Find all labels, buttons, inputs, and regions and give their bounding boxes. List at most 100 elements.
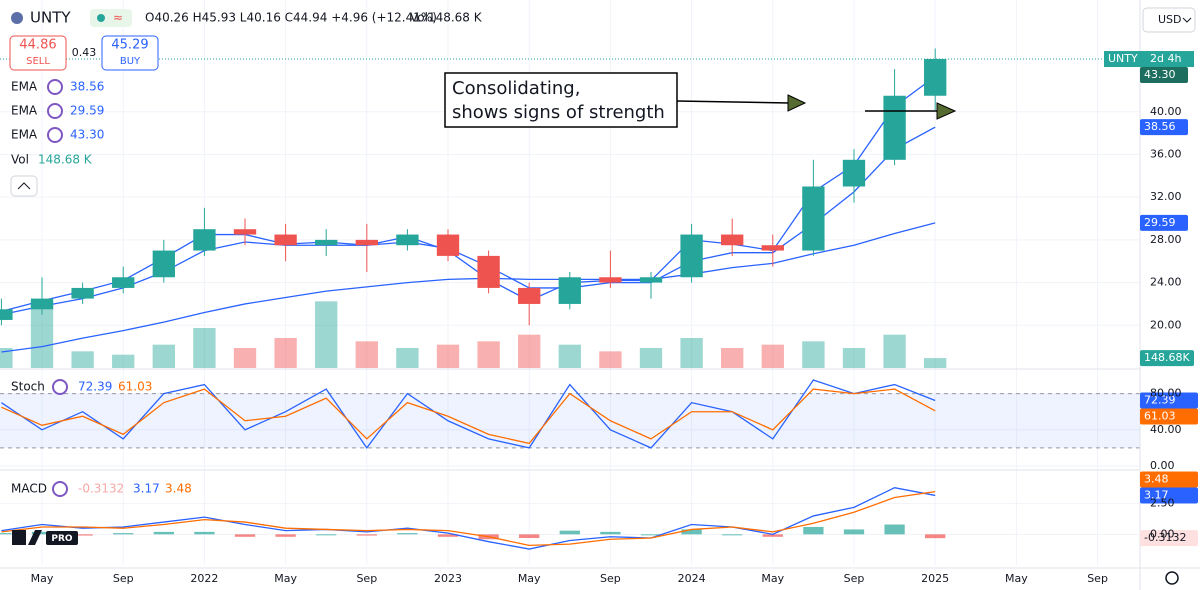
series-line [1,222,936,353]
volume-bar [477,341,500,368]
x-tick-label: 2023 [434,572,462,585]
svg-text:PRO: PRO [51,534,73,544]
legend-value: 3.17 [133,482,160,496]
histogram-bar [275,534,296,537]
buy-button[interactable] [101,35,159,71]
histogram-bar [884,524,905,535]
histogram-bar [762,534,783,537]
price-tag [1140,487,1198,504]
volume-bar [355,341,378,368]
candle-body [355,239,378,246]
price-tag [1140,119,1188,136]
price-tag [1140,408,1198,425]
volume-bar [436,344,460,368]
collapse-button[interactable] [10,175,38,197]
candle-body [396,234,419,246]
legend-icon[interactable] [47,79,63,95]
candle-body [0,309,13,320]
candle-body [761,245,784,251]
histogram-bar [559,530,580,535]
symbol-tag-interval: 2d 4h [1150,52,1181,65]
x-tick-label: Sep [844,572,865,585]
y-tick-label: 28.00 [1150,233,1182,246]
histogram-bar [31,531,53,535]
legend-icon[interactable] [47,127,63,143]
series-line [1,379,936,450]
price-tag [1140,67,1188,84]
settings-icon[interactable] [1165,571,1179,585]
x-tick-label: May [518,572,541,585]
x-tick-label: May [761,572,784,585]
series-line [1,388,936,445]
volume-bar [558,344,581,368]
x-tick-label: May [1005,572,1028,585]
candle-body [315,239,338,246]
candle-body [112,277,135,288]
volume-bar [396,348,419,368]
volume-bar [30,301,54,368]
histogram-bar [194,531,215,535]
candle-body [477,255,500,288]
spread: 0.43 [72,46,97,59]
y-tick-label: 80.00 [1150,387,1182,400]
y-tick-label: 36.00 [1150,147,1182,160]
histogram-bar [397,533,418,535]
volume-bar [152,344,175,368]
price-tag-label: 3.48 [1144,472,1169,485]
legend-value: 61.03 [118,380,152,394]
candle-body [274,234,297,246]
volume-bar [112,354,135,368]
price-tag-label: 72.39 [1144,394,1176,407]
symbol: UNTY [30,9,71,27]
volume-bar [274,338,297,368]
status-badge[interactable] [90,9,132,27]
annotation-line: shows signs of strength [452,102,665,123]
volume-bar [639,348,663,368]
volume-bar [802,341,825,368]
y-tick-label: 40.00 [1150,423,1182,436]
volume-bar [924,358,947,368]
legend-name: MACD [11,482,47,496]
candle-body [802,186,825,251]
arrow-head [787,94,807,112]
legend-icon[interactable] [52,481,68,497]
legend-name: EMA [11,128,38,142]
candle-body [842,159,866,187]
histogram-bar [356,534,377,536]
legend-name: EMA [11,104,38,118]
candle-body [233,229,257,235]
legend-value: 3.48 [165,482,192,496]
x-tick-label: 2022 [190,572,218,585]
candle-body [721,234,744,246]
histogram-bar [234,534,256,537]
legend-icon[interactable] [52,379,68,395]
histogram-bar [153,531,174,535]
candle-body [680,234,703,278]
legend-name: Vol [11,153,29,167]
symbol-tag [1104,51,1194,68]
legend-name: EMA [11,80,38,94]
price-tag-label: 29.59 [1144,216,1176,229]
histogram-bar [113,533,134,535]
volume-bar [233,348,257,368]
histogram-bar [925,534,946,539]
histogram-bar [803,526,824,535]
legend-icon[interactable] [47,103,63,119]
sell-button[interactable] [9,35,67,71]
y-tick-label: 32.00 [1150,190,1182,203]
y-tick-label: 0.00 [1150,527,1175,540]
currency-button[interactable] [1142,7,1196,33]
legend-value: 72.39 [78,380,112,394]
histogram-bar [72,534,93,536]
price-tag-label: 3.17 [1144,488,1169,501]
buy-price: 45.29 [111,38,148,53]
histogram-bar [316,534,337,536]
annotation-box [444,72,678,128]
y-tick-label: 0.00 [1150,459,1175,472]
sell-label: SELL [26,56,50,67]
candle-body [599,277,622,283]
x-tick-label: Sep [113,572,134,585]
histogram-bar [437,534,459,537]
volume-bar [599,351,622,368]
